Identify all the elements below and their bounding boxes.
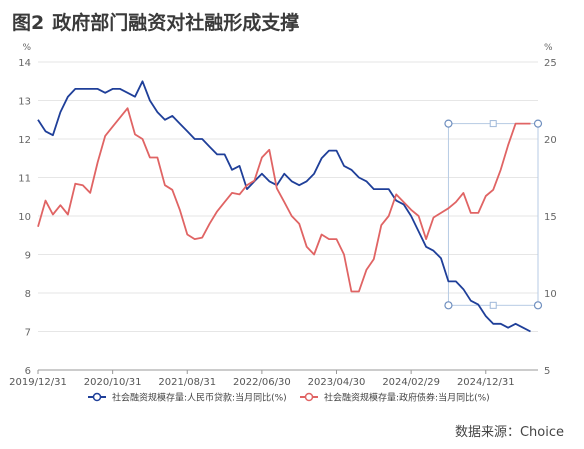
highlight-handle xyxy=(533,119,543,128)
series-layer xyxy=(37,80,531,333)
left-axis-tick-label: 9 xyxy=(25,251,31,262)
right-axis-tick-label: 25 xyxy=(544,58,557,69)
right-axis-tick-label: 20 xyxy=(544,135,557,146)
highlight-handle xyxy=(444,119,453,128)
grid-layer xyxy=(38,61,538,371)
right-axis-tick-label: 10 xyxy=(544,289,557,300)
right-axis-unit: % xyxy=(544,43,553,53)
series-line-2 xyxy=(37,107,531,293)
left-axis-tick-label: 14 xyxy=(18,58,31,69)
highlight-handle xyxy=(533,301,543,310)
highlight-handle xyxy=(489,120,497,128)
data-source: 数据来源：Choice xyxy=(454,425,564,440)
legend: 社会融资规模存量:人民币贷款:当月同比(%) 社会融资规模存量:政府债券:当月同比… xyxy=(88,392,490,404)
legend-swatch-marker xyxy=(92,392,102,402)
x-axis-tick-label: 2022/06/30 xyxy=(233,377,291,388)
right-axis-tick-label: 5 xyxy=(544,366,550,377)
figure-title: 政府部门融资对社融形成支撑 xyxy=(52,12,300,34)
highlight-handle xyxy=(444,301,453,310)
x-axis-tick-label: 2024/02/29 xyxy=(382,377,440,388)
x-axis-tick-label: 2020/10/31 xyxy=(84,377,142,388)
left-axis-tick-label: 7 xyxy=(25,328,31,339)
highlight-handle xyxy=(489,301,497,309)
x-axis-tick-label: 2021/08/31 xyxy=(158,377,216,388)
highlight-box-layer xyxy=(444,119,543,310)
left-axis-tick-label: 6 xyxy=(25,366,31,377)
legend-label: 社会融资规模存量:政府债券:当月同比(%) xyxy=(324,392,490,404)
x-axis-tick-label: 2019/12/31 xyxy=(9,377,67,388)
left-axis-tick-label: 12 xyxy=(18,135,31,146)
legend-swatch-marker xyxy=(304,392,314,402)
figure-label: 图2 xyxy=(12,12,45,34)
line-chart: 6 7 8 9 10 11 12 13 14 5 10 15 20 25% % 2019/12/31 2020/… xyxy=(9,43,557,404)
left-axis-tick-label: 11 xyxy=(18,174,31,185)
legend-label: 社会融资规模存量:人民币贷款:当月同比(%) xyxy=(112,392,287,404)
chart-title: 图2 政府部门融资对社融形成支撑 xyxy=(12,8,299,35)
right-axis-tick-label: 15 xyxy=(544,212,557,223)
series-line-1 xyxy=(37,80,531,333)
left-axis-tick-label: 10 xyxy=(18,212,31,223)
left-axis-unit: % xyxy=(22,43,31,53)
left-axis-tick-label: 8 xyxy=(25,289,31,300)
x-axis-tick-label: 2023/04/30 xyxy=(308,377,366,388)
x-axis-tick-label: 2024/12/31 xyxy=(457,377,515,388)
left-axis-tick-label: 13 xyxy=(18,97,31,108)
highlight-box xyxy=(447,123,539,306)
axis-layer: 6 7 8 9 10 11 12 13 14 5 10 15 20 25% % 2019/12/31 2020/… xyxy=(9,43,557,388)
